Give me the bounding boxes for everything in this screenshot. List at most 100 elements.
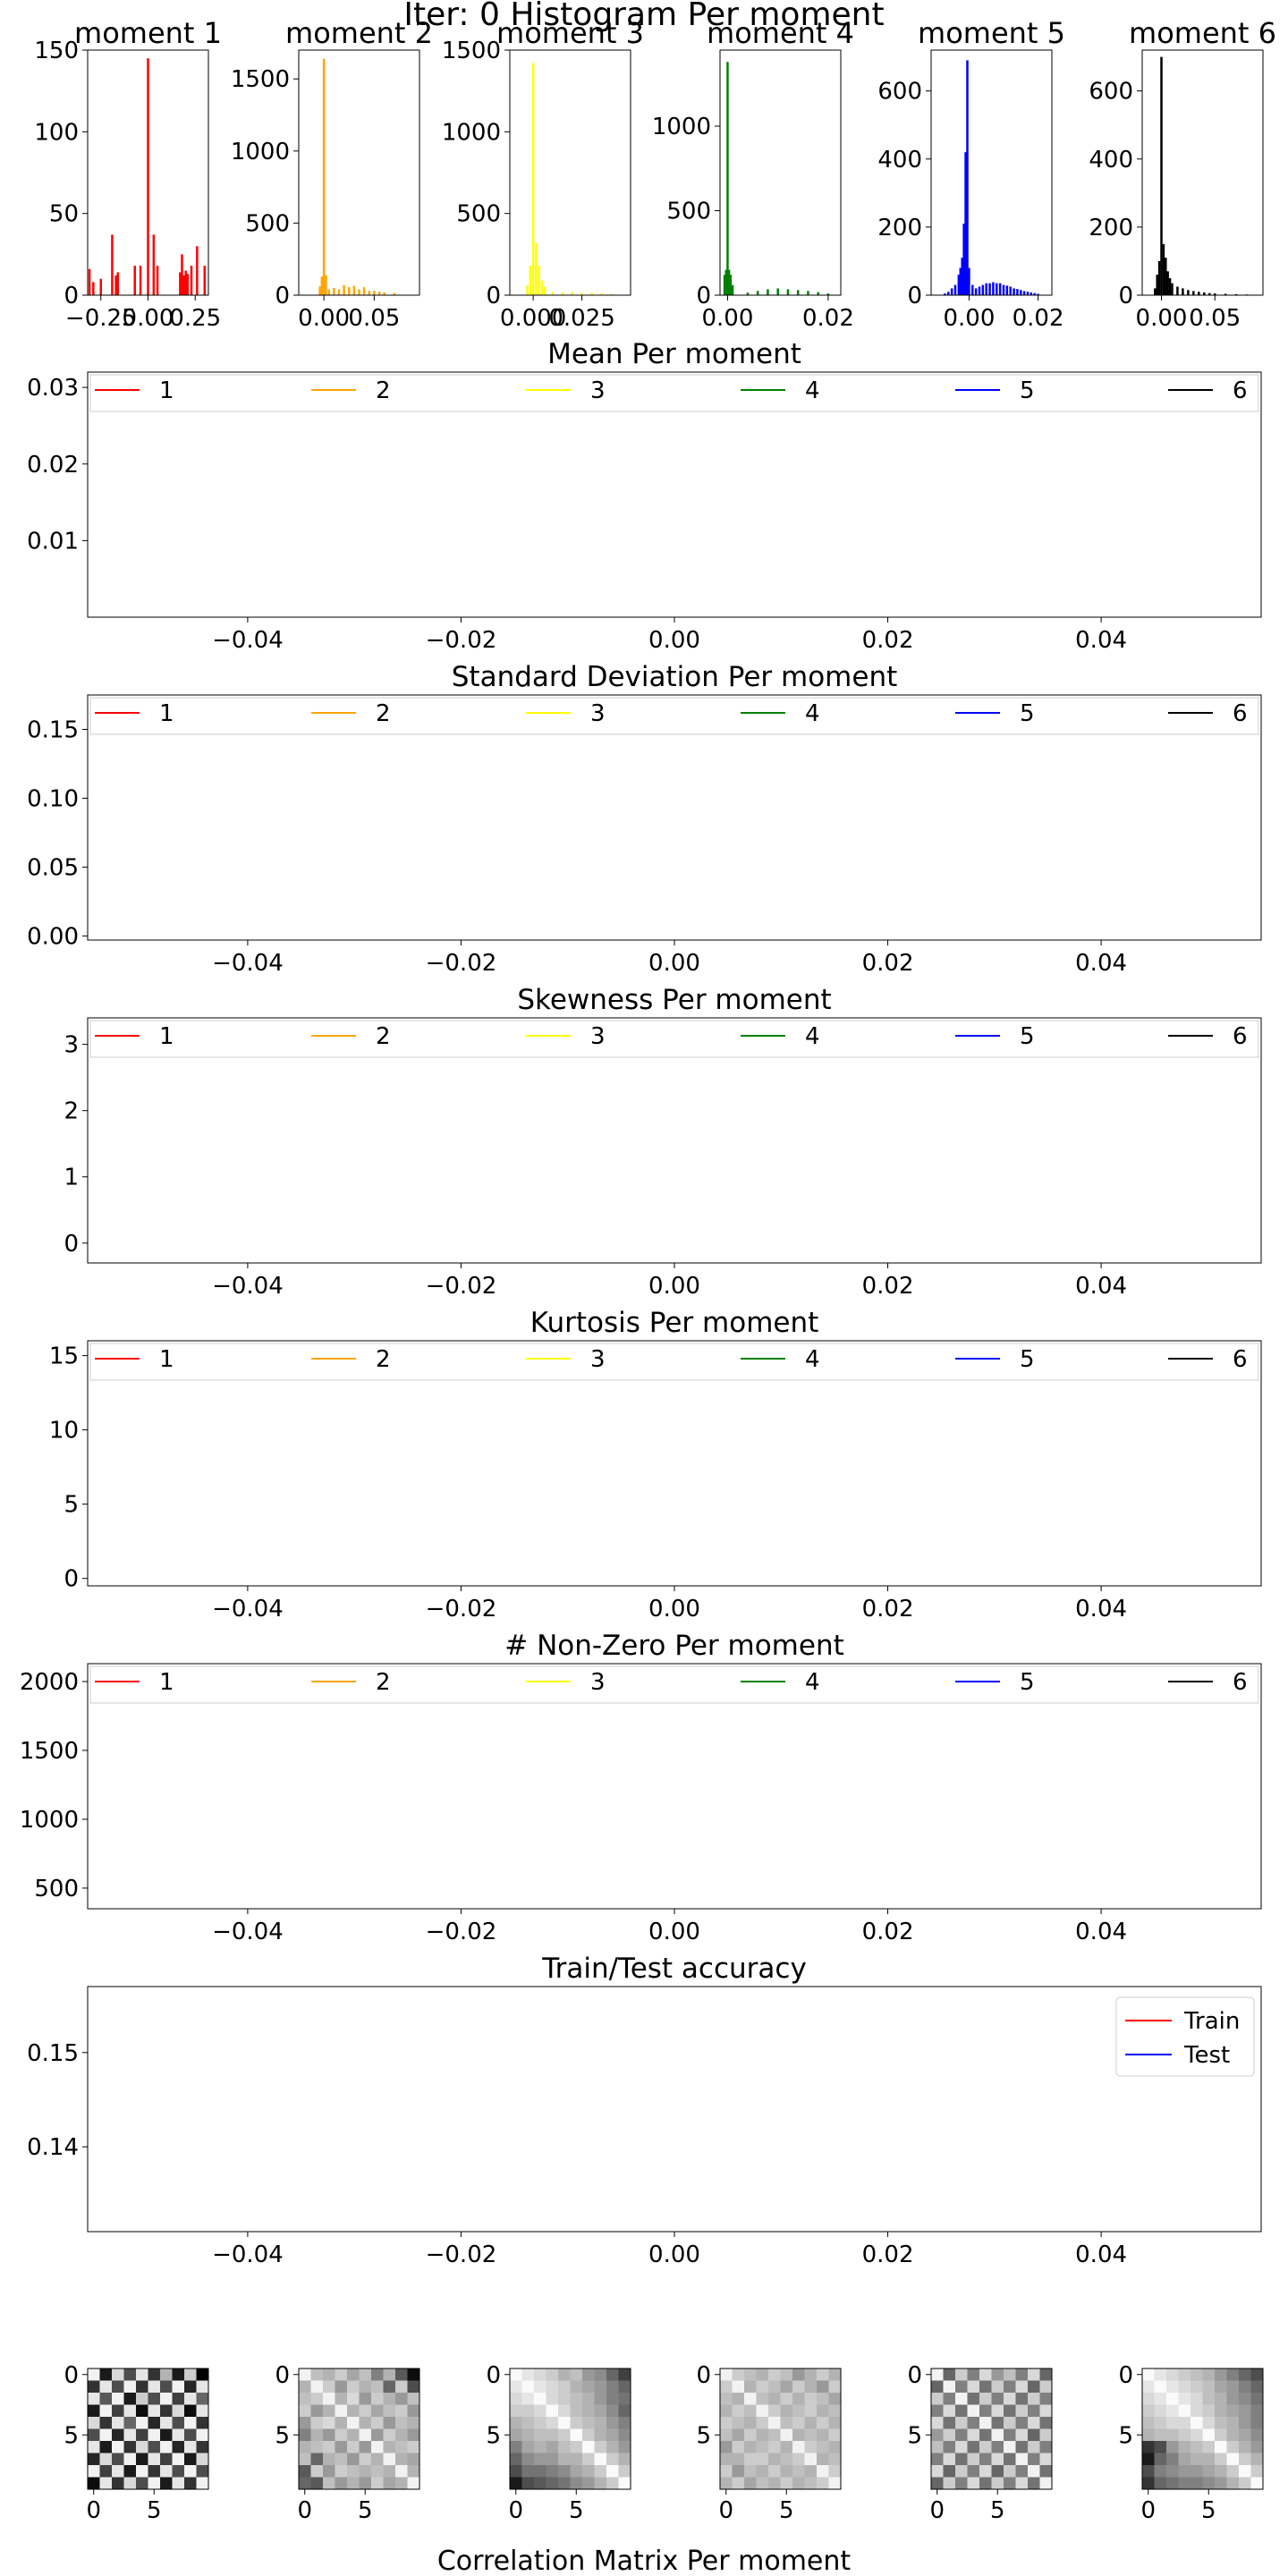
matrix-cell	[335, 2453, 348, 2466]
matrix-cell	[335, 2477, 348, 2490]
matrix-cell	[780, 2393, 793, 2405]
matrix-cell	[804, 2393, 818, 2405]
matrix-cell	[828, 2368, 842, 2381]
x-tick-label: 0.04	[1075, 1596, 1127, 1623]
matrix-cell	[792, 2404, 805, 2418]
matrix-cell	[1015, 2393, 1029, 2405]
matrix-cell	[383, 2393, 396, 2405]
matrix-cell	[136, 2465, 148, 2478]
x-tick-label: 0.04	[1075, 1919, 1127, 1945]
matrix-cell	[792, 2453, 805, 2466]
matrix-cell	[1004, 2441, 1016, 2453]
matrix-cell	[323, 2404, 335, 2418]
histogram-bar	[746, 292, 750, 295]
x-tick-label: −0.25	[65, 305, 137, 332]
matrix-cell	[1226, 2453, 1240, 2466]
matrix-cell	[828, 2477, 842, 2490]
histogram-bar	[343, 284, 345, 295]
matrix-cell	[828, 2453, 842, 2466]
matrix-cell	[99, 2393, 113, 2405]
legend-label: 4	[805, 377, 820, 404]
matrix-cell	[1142, 2465, 1155, 2478]
matrix-cell	[732, 2368, 745, 2381]
y-tick-label: 0.03	[27, 375, 79, 402]
x-tick-label: 0.02	[862, 1273, 914, 1300]
matrix-cell	[618, 2465, 631, 2478]
matrix-cell	[570, 2453, 583, 2466]
panel-title: moment 6	[1129, 16, 1276, 50]
legend: 1 2 3 4 5 6	[89, 1020, 1259, 1058]
matrix-cell	[112, 2380, 124, 2394]
matrix-cell	[558, 2465, 571, 2478]
matrix-cell	[768, 2368, 781, 2381]
histogram-bar	[373, 291, 376, 295]
x-tick-label: 0.05	[348, 305, 400, 332]
matrix-cell	[756, 2428, 769, 2442]
histogram-bar	[182, 275, 185, 295]
histogram-bar	[1168, 277, 1172, 295]
histogram-bar	[767, 289, 769, 295]
matrix-cell	[991, 2404, 1004, 2418]
histogram-bar	[1192, 291, 1195, 295]
legend-label: 3	[590, 700, 606, 727]
y-tick-label: 150	[34, 38, 79, 64]
matrix-cell	[1166, 2417, 1179, 2429]
matrix-cell	[1028, 2368, 1040, 2381]
histogram-bar	[133, 266, 136, 295]
matrix-cell	[347, 2393, 360, 2405]
matrix-cell	[732, 2441, 745, 2453]
matrix-cell	[1226, 2477, 1240, 2490]
matrix-cell	[123, 2477, 137, 2490]
matrix-cell	[299, 2417, 311, 2429]
matrix-cell	[383, 2428, 396, 2442]
x-tick-label: 0	[1140, 2497, 1156, 2524]
histogram-bar	[156, 266, 159, 295]
histogram-bar	[1165, 258, 1167, 295]
matrix-cell	[383, 2477, 396, 2490]
matrix-cell	[1191, 2404, 1203, 2418]
matrix-cell	[1215, 2368, 1227, 2381]
histogram-bar	[957, 275, 961, 295]
matrix-cell	[1250, 2393, 1264, 2405]
x-tick-label: −0.02	[426, 627, 497, 654]
x-tick-label: 0.02	[862, 950, 914, 977]
matrix-cell	[1250, 2368, 1264, 2381]
matrix-cell	[546, 2393, 559, 2405]
matrix-cell	[88, 2393, 100, 2405]
matrix-cell	[172, 2441, 185, 2453]
matrix-cell	[136, 2380, 148, 2394]
matrix-cell	[1166, 2441, 1179, 2453]
matrix-cell	[1142, 2404, 1155, 2418]
y-tick-label: 0	[1118, 283, 1133, 309]
matrix-cell	[1202, 2465, 1216, 2478]
matrix-cell	[558, 2417, 571, 2429]
matrix-cell	[594, 2404, 607, 2418]
matrix-cell	[967, 2417, 980, 2429]
histogram-bar	[1154, 288, 1157, 295]
matrix-cell	[618, 2404, 631, 2418]
matrix-cell	[160, 2428, 173, 2442]
histogram-bar	[1198, 292, 1200, 295]
matrix-cell	[1202, 2380, 1216, 2394]
matrix-cell	[148, 2465, 161, 2478]
matrix-cell	[594, 2428, 607, 2442]
y-tick-label: 0.10	[27, 785, 79, 812]
matrix-cell	[1191, 2453, 1203, 2466]
matrix-cell	[943, 2417, 956, 2429]
histogram-bar	[543, 286, 547, 295]
matrix-cell	[510, 2417, 522, 2429]
matrix-cell	[1028, 2465, 1040, 2478]
panel-title: moment 5	[918, 16, 1065, 50]
matrix-cell	[955, 2477, 968, 2490]
matrix-cell	[1202, 2453, 1216, 2466]
matrix-cell	[967, 2368, 980, 2381]
matrix-cell	[299, 2393, 311, 2405]
matrix-cell	[1215, 2393, 1227, 2405]
matrix-cell	[570, 2477, 583, 2490]
histogram-bar	[348, 287, 351, 295]
matrix-cell	[606, 2453, 619, 2466]
matrix-cell	[510, 2465, 522, 2478]
matrix-cell	[1028, 2453, 1040, 2466]
matrix-cell	[395, 2428, 408, 2442]
y-tick-label: 15	[49, 1343, 79, 1370]
